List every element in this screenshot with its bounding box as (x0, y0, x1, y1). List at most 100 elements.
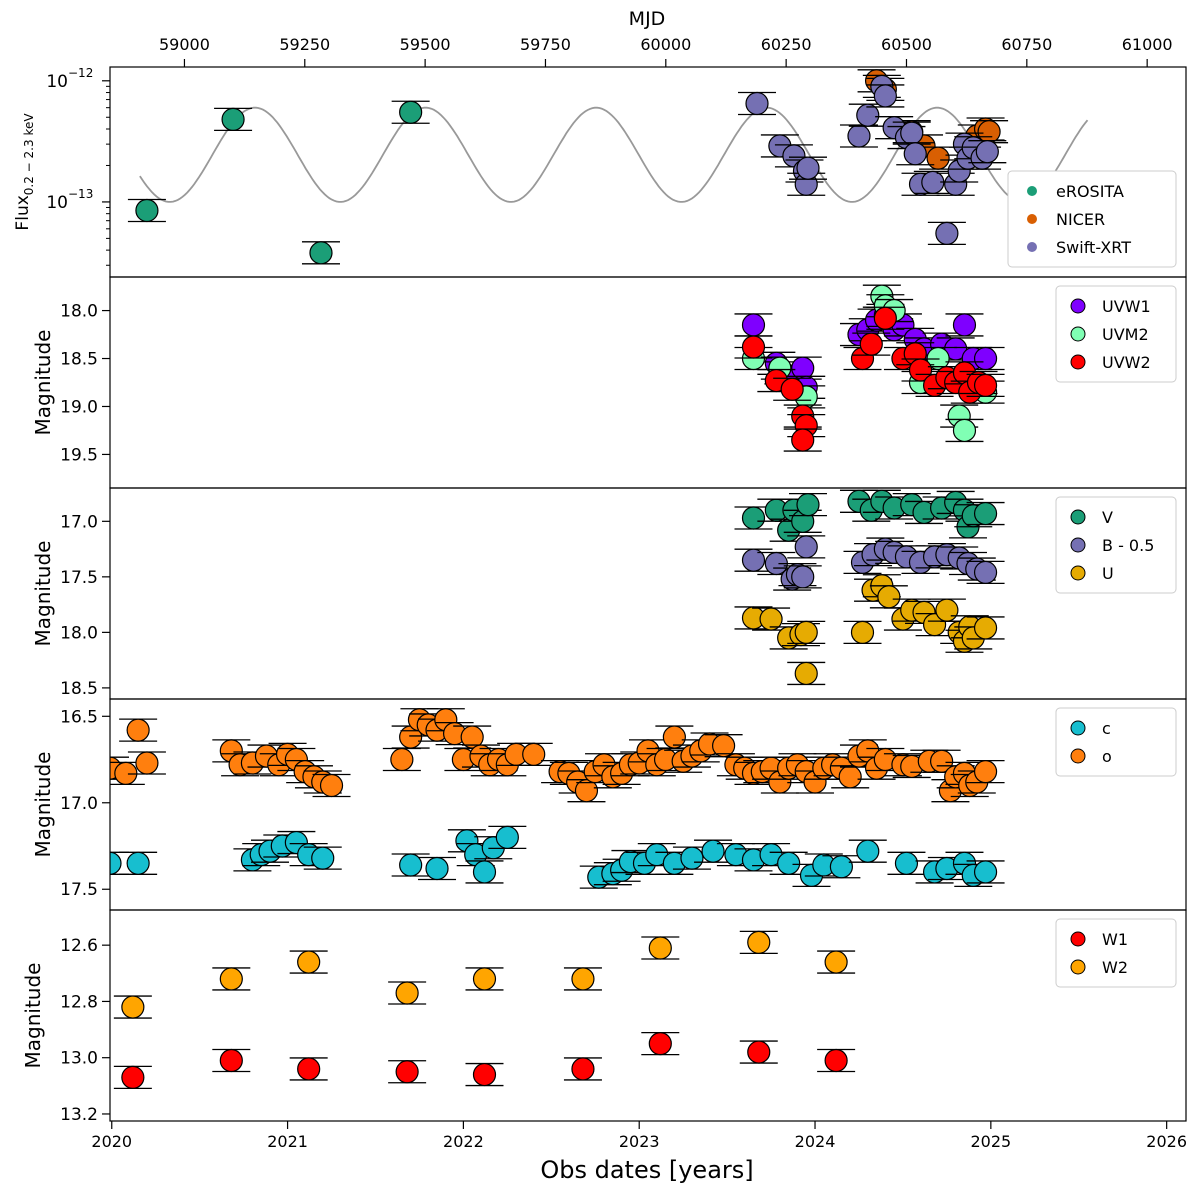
y-axis-label: Magnitude (31, 752, 55, 858)
data-point (973, 860, 998, 884)
y-axis-tick-label: 10 (46, 72, 68, 92)
data-point (390, 747, 414, 772)
data-point (952, 313, 977, 337)
panel-2-background (110, 277, 1186, 488)
legend-marker (1027, 242, 1037, 252)
data-point (780, 377, 804, 401)
data-point (126, 851, 150, 875)
data-point (824, 950, 848, 974)
data-point (571, 1057, 595, 1081)
y-axis-label: Magnitude (31, 330, 55, 436)
data-point (395, 981, 419, 1005)
y-axis-tick-exponent: −12 (68, 66, 93, 80)
data-point (297, 950, 321, 974)
data-point (135, 751, 159, 775)
legend-marker (1070, 509, 1086, 525)
data-point (745, 91, 769, 116)
data-point (741, 313, 766, 337)
data-point (973, 373, 998, 397)
data-point (796, 493, 820, 517)
legend-label: c (1102, 719, 1111, 738)
bottom-axis-tick-label: 2021 (267, 1132, 308, 1151)
legend-label: B - 0.5 (1102, 536, 1154, 555)
bottom-axis-tick-label: 2022 (443, 1132, 484, 1151)
y-axis-tick-label: 16.5 (60, 707, 98, 727)
legend-marker (1070, 748, 1086, 764)
data-point (930, 749, 954, 773)
data-point (495, 825, 519, 849)
data-point (903, 142, 927, 166)
data-point (680, 846, 704, 870)
y-axis-tick-label: 17.0 (60, 512, 98, 532)
panel-2-plot-area (734, 284, 1005, 452)
data-point (741, 335, 766, 359)
top-axis-tick-label: 61000 (1122, 35, 1173, 54)
top-axis-tick-label: 60250 (761, 35, 812, 54)
data-point (219, 967, 243, 991)
top-axis-tick-label: 59250 (279, 35, 330, 54)
data-point (309, 241, 333, 265)
data-point (973, 346, 998, 371)
data-point (747, 1040, 771, 1064)
data-point (859, 332, 883, 356)
model-curve (139, 106, 1089, 203)
panel-3-plot-area (734, 489, 1005, 686)
data-point (522, 742, 546, 766)
series-swift-xrt (738, 74, 1007, 246)
data-point (135, 198, 159, 223)
series-o (110, 708, 1005, 803)
y-axis-tick-label: 18.0 (60, 302, 98, 322)
legend: eROSITA NICER Swift-XRT (1007, 170, 1177, 268)
data-point (460, 725, 484, 749)
data-point (648, 1032, 672, 1056)
y-axis-label-subscript: 0.2 − 2.3 keV (22, 113, 36, 196)
y-axis-tick-label: 18.5 (60, 679, 98, 699)
y-axis-tick-label: 12.8 (60, 992, 98, 1012)
legend-label: U (1102, 564, 1114, 583)
data-point (873, 84, 897, 108)
bottom-axis-label: Obs dates [years] (540, 1156, 753, 1184)
legend-label: UVW1 (1102, 297, 1151, 316)
data-point (221, 107, 245, 132)
data-point (701, 839, 725, 863)
bottom-axis-tick-label: 2024 (795, 1132, 836, 1151)
legend-marker (1070, 354, 1086, 370)
data-point (395, 1060, 419, 1084)
data-point (926, 146, 950, 170)
data-point (311, 846, 335, 870)
data-point (838, 765, 862, 789)
y-axis-tick-exponent: −13 (68, 187, 93, 201)
data-point (791, 428, 815, 452)
top-axis-tick-label: 60500 (881, 35, 932, 54)
legend-label: o (1102, 747, 1112, 766)
data-point (219, 1048, 243, 1073)
top-axis-tick-label: 59750 (520, 35, 571, 54)
legend-label: V (1102, 508, 1113, 527)
y-axis-tick-label: 19.5 (60, 445, 98, 465)
data-point (796, 156, 820, 180)
data-point (648, 936, 672, 960)
data-point (973, 560, 998, 585)
legend-label: UVM2 (1102, 325, 1149, 344)
legend-label: NICER (1056, 210, 1105, 229)
data-point (935, 598, 959, 622)
data-point (894, 851, 919, 875)
data-point (399, 853, 423, 877)
panel-4-background (110, 699, 1186, 910)
bottom-axis-tick-label: 2025 (970, 1132, 1011, 1151)
panel-4-plot-area (110, 708, 1005, 889)
legend-marker (1027, 186, 1037, 196)
panel-5-plot-area (113, 930, 856, 1090)
data-point (472, 1062, 497, 1087)
legend-label: Swift-XRT (1056, 238, 1131, 257)
series-v (734, 489, 1005, 542)
data-point (794, 620, 818, 644)
data-point (829, 855, 853, 879)
data-point (847, 124, 871, 148)
bottom-axis-tick-label: 2026 (1146, 1132, 1187, 1151)
data-point (900, 121, 924, 145)
legend: V B - 0.5 U (1055, 496, 1177, 594)
data-point (741, 548, 766, 572)
series-u (734, 574, 1005, 686)
series-w2 (113, 930, 856, 1019)
